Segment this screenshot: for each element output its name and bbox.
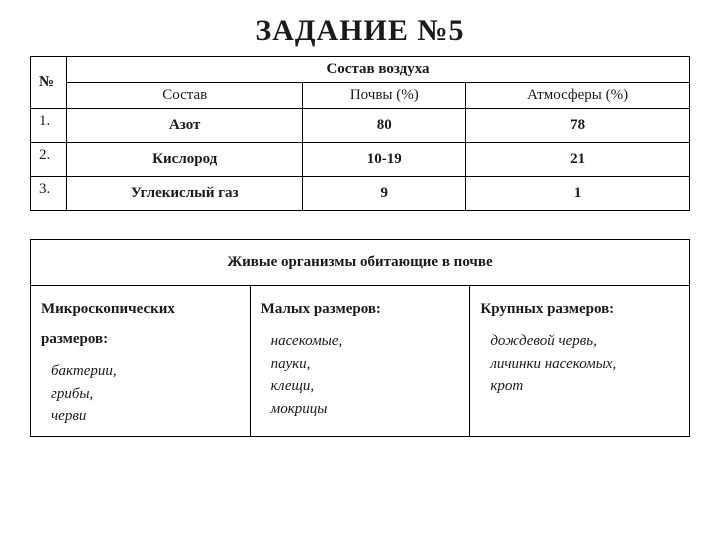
table-row: 1. Азот 80 78 <box>31 109 690 143</box>
example-item: клещи, <box>271 375 460 398</box>
example-item: бактерии, <box>51 360 240 383</box>
cell-atm: 78 <box>466 109 690 143</box>
cell-heading: Крупных размеров: <box>480 294 679 324</box>
cell-examples: дождевой червь, личинки насекомых, крот <box>480 330 679 398</box>
cell-name: Кислород <box>67 143 303 177</box>
cell-name: Азот <box>67 109 303 143</box>
table2-header: Живые организмы обитающие в почве <box>31 240 690 286</box>
cell-soil: 9 <box>303 177 466 211</box>
example-item: черви <box>51 405 240 428</box>
cell-examples: насекомые, пауки, клещи, мокрицы <box>261 330 460 420</box>
col-header-soil: Почвы (%) <box>303 83 466 109</box>
example-item: мокрицы <box>271 398 460 421</box>
organisms-cell-small: Малых размеров: насекомые, пауки, клещи,… <box>250 286 470 437</box>
table1-span-header: Состав воздуха <box>67 57 690 83</box>
cell-num: 3. <box>31 177 67 211</box>
example-item: личинки насекомых, <box>490 353 679 376</box>
cell-num: 1. <box>31 109 67 143</box>
example-item: грибы, <box>51 383 240 406</box>
cell-atm: 21 <box>466 143 690 177</box>
col-header-number: № <box>31 57 67 109</box>
cell-examples: бактерии, грибы, черви <box>41 360 240 428</box>
example-item: насекомые, <box>271 330 460 353</box>
cell-atm: 1 <box>466 177 690 211</box>
cell-num: 2. <box>31 143 67 177</box>
air-composition-table: № Состав воздуха Состав Почвы (%) Атмосф… <box>30 56 690 211</box>
page-title: ЗАДАНИЕ №5 <box>30 14 690 48</box>
cell-name: Углекислый газ <box>67 177 303 211</box>
cell-heading: Малых размеров: <box>261 294 460 324</box>
organisms-cell-large: Крупных размеров: дождевой червь, личинк… <box>470 286 690 437</box>
col-header-atm: Атмосферы (%) <box>466 83 690 109</box>
cell-heading: Микроскопических размеров: <box>41 294 240 354</box>
example-item: крот <box>490 375 679 398</box>
table-row: 2. Кислород 10-19 21 <box>31 143 690 177</box>
col-header-composition: Состав <box>67 83 303 109</box>
organisms-cell-micro: Микроскопических размеров: бактерии, гри… <box>31 286 251 437</box>
cell-soil: 80 <box>303 109 466 143</box>
example-item: пауки, <box>271 353 460 376</box>
spacer <box>30 211 690 239</box>
table-row: 3. Углекислый газ 9 1 <box>31 177 690 211</box>
example-item: дождевой червь, <box>490 330 679 353</box>
soil-organisms-table: Живые организмы обитающие в почве Микрос… <box>30 239 690 437</box>
page: ЗАДАНИЕ №5 № Состав воздуха Состав Почвы… <box>0 0 720 540</box>
cell-soil: 10-19 <box>303 143 466 177</box>
